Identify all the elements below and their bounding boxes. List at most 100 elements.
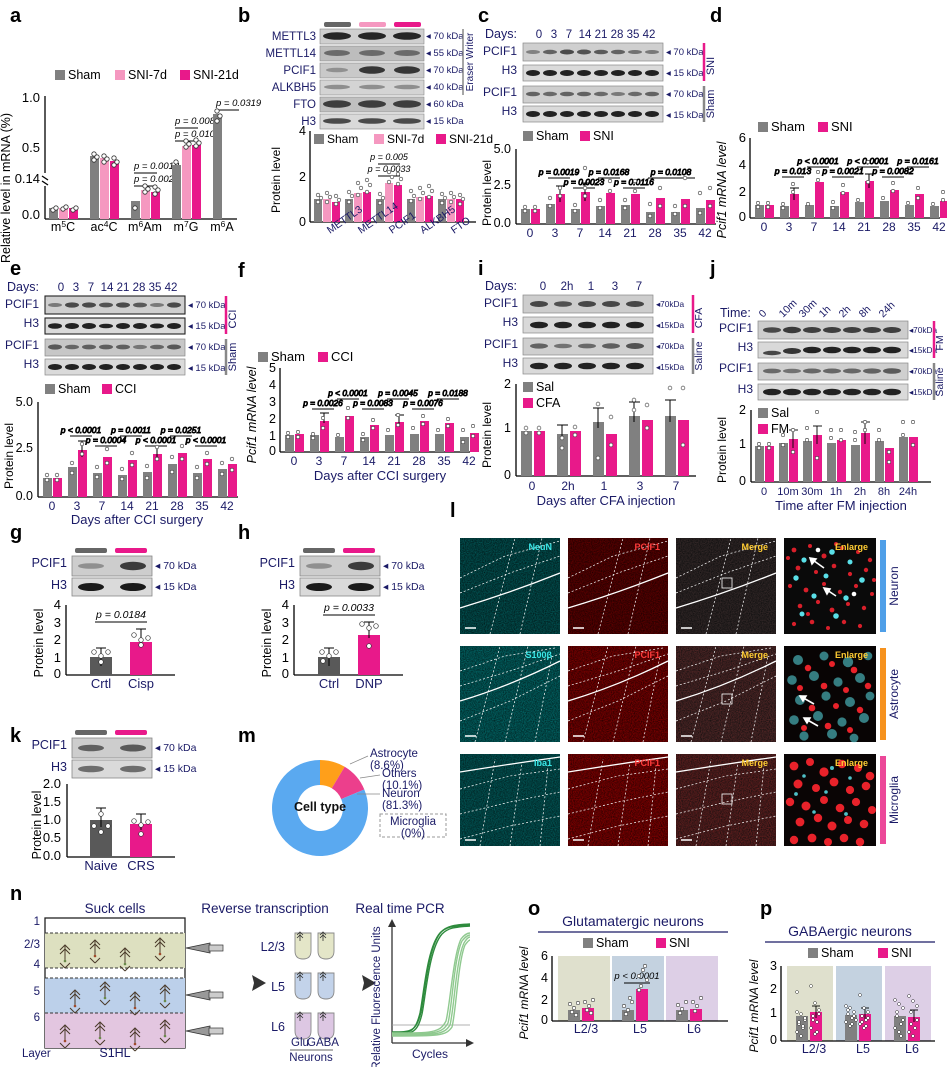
svg-text:Protein level: Protein level	[480, 160, 494, 226]
svg-text:p < 0.0001: p < 0.0001	[135, 435, 177, 445]
svg-text:Enlarge: Enlarge	[835, 650, 868, 660]
svg-text:FM: FM	[771, 422, 789, 436]
svg-text:PCIF1: PCIF1	[719, 361, 753, 375]
svg-text:3: 3	[552, 226, 559, 240]
svg-text:42: 42	[643, 29, 656, 41]
svg-text:0: 0	[536, 29, 542, 41]
svg-text:Relative Fluorescence Units: Relative Fluorescence Units	[371, 926, 383, 1067]
svg-text:H3: H3	[51, 578, 67, 592]
svg-text:Sal: Sal	[771, 406, 789, 420]
svg-text:p = 0.0023: p = 0.0023	[563, 177, 605, 187]
svg-text:Days after CCI surgery: Days after CCI surgery	[71, 512, 204, 527]
svg-text:0: 0	[757, 307, 770, 320]
svg-text:2: 2	[739, 184, 746, 199]
svg-text:3: 3	[269, 395, 276, 409]
svg-text:p = 0.0184: p = 0.0184	[95, 609, 146, 621]
svg-text:METTL14: METTL14	[266, 48, 317, 60]
svg-text:H3: H3	[503, 356, 519, 370]
svg-text:6: 6	[739, 130, 746, 145]
svg-text:◂70kDa: ◂70kDa	[656, 299, 685, 309]
svg-text:0: 0	[291, 454, 298, 468]
svg-text:0.5: 0.5	[22, 140, 40, 155]
svg-text:◂ 70 kDa: ◂ 70 kDa	[188, 342, 226, 353]
svg-text:2: 2	[504, 377, 511, 391]
svg-text:14: 14	[101, 282, 114, 294]
svg-text:6: 6	[34, 1012, 40, 1024]
svg-text:2: 2	[770, 982, 777, 996]
svg-text:Cycles: Cycles	[412, 1047, 448, 1061]
svg-text:SNI: SNI	[831, 119, 853, 134]
svg-text:L2/3: L2/3	[574, 1022, 598, 1036]
svg-text:3: 3	[54, 615, 61, 630]
svg-text:Time after FM injection: Time after FM injection	[775, 498, 907, 513]
svg-text:Neuron: Neuron	[887, 566, 901, 605]
svg-text:p = 0.005: p = 0.005	[369, 152, 409, 162]
svg-text:2.5: 2.5	[16, 441, 33, 455]
svg-text:7: 7	[99, 499, 106, 513]
svg-text:8h: 8h	[857, 303, 874, 320]
svg-text:35: 35	[437, 454, 451, 468]
svg-text:L5: L5	[856, 1042, 870, 1056]
svg-text:p = 0.0082: p = 0.0082	[871, 166, 913, 176]
svg-text:CFA: CFA	[536, 396, 561, 410]
svg-text:0: 0	[739, 209, 746, 224]
svg-text:0: 0	[269, 444, 276, 458]
svg-text:◂ 70 kDa: ◂ 70 kDa	[155, 742, 197, 754]
svg-text:FTO: FTO	[293, 99, 316, 111]
svg-text:21: 21	[387, 454, 401, 468]
svg-text:◂ 70 kDa: ◂ 70 kDa	[426, 31, 464, 42]
svg-text:35: 35	[149, 282, 162, 294]
svg-text:◂ 70 kDa: ◂ 70 kDa	[383, 560, 425, 572]
svg-text:14: 14	[120, 499, 134, 513]
svg-text:PCIF1: PCIF1	[5, 338, 39, 352]
svg-text:2/3: 2/3	[24, 939, 40, 951]
svg-text:Astrocyte: Astrocyte	[370, 748, 418, 760]
svg-text:2h: 2h	[837, 303, 854, 320]
svg-text:p = 0.0168: p = 0.0168	[588, 167, 630, 177]
svg-text:21: 21	[595, 29, 608, 41]
svg-text:CCI: CCI	[115, 382, 137, 396]
svg-text:0.14: 0.14	[15, 171, 40, 186]
svg-text:SNI: SNI	[593, 129, 614, 143]
svg-text:21: 21	[623, 226, 637, 240]
svg-text:PCIF1: PCIF1	[484, 337, 518, 351]
svg-text:Microglia: Microglia	[390, 816, 437, 828]
svg-text:PCIF1: PCIF1	[634, 650, 660, 660]
svg-text:5: 5	[269, 361, 276, 375]
svg-text:◂ 55 kDa: ◂ 55 kDa	[426, 48, 464, 59]
svg-text:L5: L5	[633, 1022, 647, 1036]
svg-text:p = 0.0083: p = 0.0083	[352, 398, 393, 408]
svg-text:Others: Others	[382, 768, 417, 780]
svg-text:◂ 70 kDa: ◂ 70 kDa	[666, 89, 704, 100]
svg-text:42: 42	[220, 499, 234, 513]
svg-text:3: 3	[786, 220, 793, 234]
svg-text:CCI: CCI	[227, 310, 239, 329]
svg-text:ac4C: ac4C	[91, 219, 118, 234]
svg-text:Suck cells: Suck cells	[85, 901, 146, 916]
svg-text:CRS: CRS	[127, 858, 155, 873]
svg-text:(0%): (0%)	[401, 828, 425, 840]
svg-text:0.0: 0.0	[22, 207, 40, 222]
svg-text:L6: L6	[271, 1020, 285, 1034]
svg-text:METTL3: METTL3	[272, 31, 316, 43]
svg-text:7: 7	[88, 282, 94, 294]
svg-text:0: 0	[529, 479, 536, 493]
svg-text:Days after CFA injection: Days after CFA injection	[537, 493, 676, 508]
svg-text:0: 0	[540, 281, 546, 293]
svg-text:H3: H3	[24, 357, 40, 371]
svg-text:p = 0.0011: p = 0.0011	[110, 425, 151, 435]
svg-text:Pcif1 mRNA level: Pcif1 mRNA level	[245, 365, 259, 463]
svg-text:Sal: Sal	[536, 380, 554, 394]
svg-text:3: 3	[551, 29, 557, 41]
svg-text:ALKBH5: ALKBH5	[272, 82, 316, 94]
svg-text:Cisp: Cisp	[128, 676, 154, 691]
svg-text:◂ 40 kDa: ◂ 40 kDa	[426, 82, 464, 93]
svg-text:2: 2	[739, 403, 746, 417]
svg-text:7: 7	[341, 454, 348, 468]
svg-text:◂ 15 kDa: ◂ 15 kDa	[426, 116, 464, 127]
svg-text:30m: 30m	[801, 486, 822, 498]
svg-text:4: 4	[269, 378, 276, 392]
svg-text:4: 4	[34, 959, 41, 971]
svg-text:L2/3: L2/3	[802, 1042, 826, 1056]
svg-text:FM: FM	[934, 335, 946, 350]
